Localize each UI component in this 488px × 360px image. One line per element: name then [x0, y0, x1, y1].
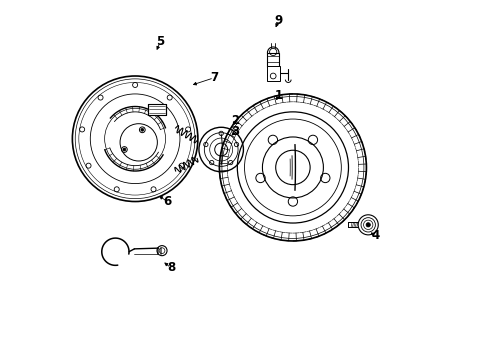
Circle shape: [366, 223, 369, 227]
Text: 4: 4: [370, 229, 379, 242]
Text: 3: 3: [231, 125, 239, 138]
Circle shape: [141, 129, 143, 131]
Text: 2: 2: [231, 114, 239, 127]
Text: 1: 1: [274, 89, 282, 102]
Text: 6: 6: [163, 195, 171, 208]
FancyBboxPatch shape: [267, 53, 278, 67]
Text: 7: 7: [209, 71, 218, 84]
Text: 8: 8: [166, 261, 175, 274]
Text: 9: 9: [274, 14, 282, 27]
Text: 5: 5: [156, 35, 164, 49]
FancyBboxPatch shape: [266, 66, 280, 81]
FancyBboxPatch shape: [148, 104, 165, 115]
Circle shape: [122, 148, 125, 151]
